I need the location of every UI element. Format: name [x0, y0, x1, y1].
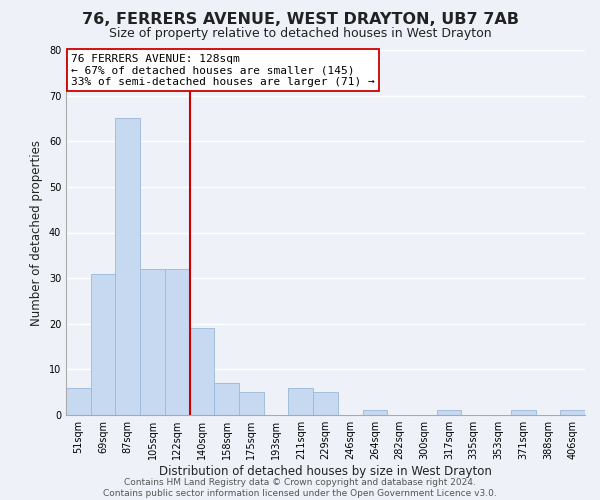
Text: 76 FERRERS AVENUE: 128sqm
← 67% of detached houses are smaller (145)
33% of semi: 76 FERRERS AVENUE: 128sqm ← 67% of detac…	[71, 54, 375, 87]
Bar	[190, 328, 214, 415]
Bar	[239, 392, 264, 415]
Bar	[560, 410, 585, 415]
Bar	[115, 118, 140, 415]
Bar	[214, 383, 239, 415]
Bar	[140, 269, 165, 415]
Text: Size of property relative to detached houses in West Drayton: Size of property relative to detached ho…	[109, 28, 491, 40]
Bar	[289, 388, 313, 415]
Bar	[165, 269, 190, 415]
Bar	[511, 410, 536, 415]
Bar	[91, 274, 115, 415]
Bar	[313, 392, 338, 415]
Bar	[66, 388, 91, 415]
Y-axis label: Number of detached properties: Number of detached properties	[30, 140, 43, 326]
Bar	[362, 410, 387, 415]
Text: Contains HM Land Registry data © Crown copyright and database right 2024.
Contai: Contains HM Land Registry data © Crown c…	[103, 478, 497, 498]
Text: 76, FERRERS AVENUE, WEST DRAYTON, UB7 7AB: 76, FERRERS AVENUE, WEST DRAYTON, UB7 7A…	[82, 12, 518, 28]
Bar	[437, 410, 461, 415]
X-axis label: Distribution of detached houses by size in West Drayton: Distribution of detached houses by size …	[159, 465, 492, 478]
